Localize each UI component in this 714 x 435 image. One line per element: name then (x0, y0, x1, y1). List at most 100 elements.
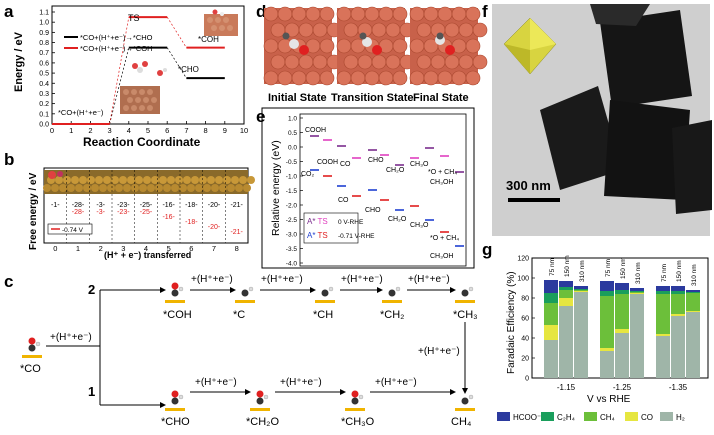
c-atom-h (35, 341, 41, 347)
c-step-top: +(H⁺+e⁻) (408, 274, 450, 285)
e-species-label: CH₃OH (430, 253, 453, 260)
b-atom (79, 176, 87, 184)
panel-e-legend-ts0: TS (318, 217, 328, 226)
e-ytick-label: -3.5 (286, 246, 298, 253)
g-ytick-label: 20 (521, 356, 529, 363)
panel-d-label-final: Final State (413, 92, 469, 104)
b-atom (59, 184, 67, 192)
g-bar-segment (686, 293, 700, 311)
b-adsorbate (48, 171, 56, 179)
b-atom (171, 184, 179, 192)
c-surface-pad (235, 300, 255, 303)
c-atom-h (358, 394, 364, 400)
e-ytick-label: -2.5 (286, 217, 298, 224)
b-atom (91, 184, 99, 192)
a-ytick-label: 0.0 (39, 122, 49, 129)
c-atom-c (461, 289, 469, 297)
c-arrowhead (160, 287, 166, 293)
c-step-start: +(H⁺+e⁻) (50, 332, 92, 343)
b-black-value: -28- (72, 202, 85, 209)
panel-a-yticks: 0.0 0.1 0.2 0.3 0.4 0.5 0.6 0.7 0.8 0.9 1.0 1.1 (39, 10, 55, 129)
g-size-label: 310 nm (691, 264, 698, 286)
c-step-bottom: +(H⁺+e⁻) (195, 377, 237, 388)
c-surface-pad (165, 300, 185, 303)
b-atom (207, 176, 215, 184)
panel-f-scale-bar (508, 198, 560, 202)
panel-d-label-ts: Transition State (331, 92, 414, 104)
c-top-species: *COH (163, 309, 192, 321)
b-atom (179, 184, 187, 192)
b-atom (235, 184, 243, 192)
panel-e-levels (310, 135, 464, 247)
g-bar-segment (615, 283, 629, 290)
b-atom (231, 176, 239, 184)
a-ytick-label: 0.6 (39, 60, 49, 67)
g-bar-segment (600, 348, 614, 351)
b-xtick-label: 7 (212, 244, 216, 253)
c-atom-c (388, 289, 396, 297)
d-h-atom (362, 37, 372, 47)
g-bar-segment (574, 291, 588, 292)
g-bar-segment (544, 340, 558, 378)
d-cu-atom (472, 54, 488, 70)
g-bar-segment (630, 291, 644, 292)
panel-a-coh-label: *COH (198, 35, 219, 44)
c-atom-c (321, 289, 329, 297)
g-group-label: -1.15 (557, 383, 576, 392)
d-cu-atom (472, 22, 488, 38)
panel-b-structures (43, 171, 255, 192)
g-bar-segment (615, 333, 629, 378)
panel-a-legend-cho: *CO+(H⁺+e⁻)→*CHO (80, 33, 153, 42)
c-surface-pad (22, 355, 42, 358)
g-bar-segment (574, 290, 588, 291)
c-atom-c (461, 397, 469, 405)
g-bar-segment (671, 286, 685, 291)
e-species-label: *O + CH₄ (428, 169, 457, 176)
panel-g-yticks: 0 20 40 60 80 100 120 (517, 256, 535, 383)
g-legend-swatch (541, 412, 554, 421)
svg-text:A* TS: A* TS (307, 231, 328, 240)
g-bar-segment (600, 281, 614, 291)
g-legend-swatch (660, 412, 673, 421)
g-bar-segment (686, 311, 700, 312)
b-red-value: -20- (208, 224, 221, 231)
panel-e-legend-ts1: TS (318, 231, 328, 240)
c-top-species: *CH₂ (380, 309, 404, 321)
d-c-atom (359, 32, 367, 40)
panel-a-start-label: *CO+(H⁺+e⁻) (58, 108, 104, 117)
c-arrowhead (377, 287, 383, 293)
e-ytick-label: -1.5 (286, 188, 298, 195)
g-bar-segment (615, 294, 629, 329)
b-atom (183, 176, 191, 184)
c-atom-h (263, 394, 269, 400)
b-atom (71, 176, 79, 184)
g-bar-segment (574, 292, 588, 378)
g-bar-segment (544, 303, 558, 325)
d-cu-atom (319, 38, 335, 54)
d-cu-atom (319, 70, 335, 86)
c-step-bottom: +(H⁺+e⁻) (280, 377, 322, 388)
g-bar-segment (630, 288, 644, 291)
g-bar-segment (600, 296, 614, 348)
b-black-value: -20- (208, 202, 221, 209)
d-c-atom (282, 32, 290, 40)
a-ytick-label: 0.4 (39, 81, 49, 88)
c-surface-pad (382, 300, 402, 303)
g-bar-segment (600, 291, 614, 296)
b-red-value: -3- (96, 209, 105, 216)
c-atom-o (351, 390, 359, 398)
b-atom (67, 184, 75, 192)
b-atom (163, 184, 171, 192)
e-species-label: CO (340, 161, 351, 168)
panel-c-letter: c (4, 272, 14, 291)
c-atom-h (178, 286, 184, 292)
a-ytick-label: 1.1 (39, 10, 49, 17)
c-bottom-species: *CHO (161, 416, 190, 428)
g-bar-segment (656, 334, 670, 336)
g-legend-swatch (584, 412, 597, 421)
d-o-atom (299, 45, 309, 55)
a-ytick-label: 0.7 (39, 50, 49, 57)
